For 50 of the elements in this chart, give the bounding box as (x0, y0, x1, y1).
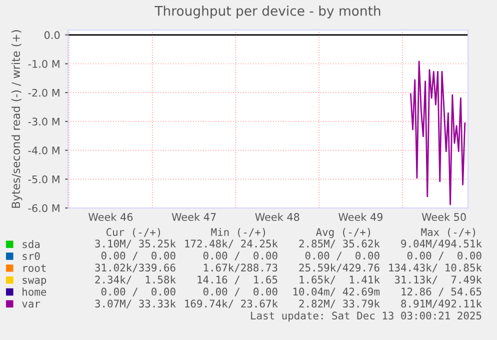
x-tick-label: Week 47 (172, 212, 216, 221)
text: 8.91M/492.11k (401, 299, 482, 308)
y-tick-label: -2.0 M (28, 88, 60, 97)
text: 0.00 / 0.00 (305, 252, 380, 260)
y-tick-label: -4.0 M (28, 146, 60, 154)
y-tick-label: -6.0 M (28, 204, 60, 212)
text: 31.02k/339.66 (95, 263, 176, 272)
legend-label: root (23, 264, 46, 272)
text: 2.82M/ 33.79k (299, 299, 380, 308)
x-tick-label: Week 49 (338, 212, 383, 221)
text: 25.59k/429.76 (299, 263, 380, 272)
legend-label: sr0 (22, 252, 40, 260)
text: Cur (-/+) (106, 228, 160, 238)
text: 12.86 / 54.65 (402, 288, 482, 296)
text: 0.00 / 0.00 (407, 252, 482, 260)
x-tick-label: Week 50 (422, 212, 466, 221)
y-tick-label: -1.0 M (28, 60, 60, 68)
text: Last update: Sat Dec 13 03:00:21 2025 (251, 311, 482, 322)
text: 0.00 / 0.00 (203, 252, 278, 260)
y-tick-label: -3.0 M (28, 118, 60, 126)
text: 134.43k/ 10.85k (389, 263, 482, 272)
text: 31.13k/ 7.49k (394, 275, 482, 284)
text: 172.48k/ 24.25k (185, 239, 278, 248)
x-tick-label: Week 46 (88, 212, 133, 221)
text: 9.04M/494.51k (401, 239, 482, 248)
text: 169.74k/ 23.67k (185, 299, 278, 308)
text: 3.10M/ 35.25k (95, 239, 176, 248)
y-tick-label: -5.0 M (28, 175, 60, 184)
text: 10.04m/ 42.69m (293, 288, 380, 296)
text: 1.67k/288.73 (204, 263, 278, 272)
y-axis-title: Bytes/second read (-) / write (+) (11, 30, 22, 208)
legend-label: home (22, 288, 46, 296)
legend-label: swap (22, 278, 46, 286)
y-tick-label: 0.0 (44, 31, 60, 40)
text: 0.00 / 0.00 (101, 288, 176, 296)
text: 2.85M/ 35.62k (299, 239, 380, 248)
text: 0.00 / 0.00 (203, 288, 278, 296)
line-series (410, 60, 466, 206)
text: Max (-/+) (421, 228, 476, 238)
text: 14.16 / 1.65 (198, 276, 278, 284)
chart-title: Throughput per device - by month (154, 6, 380, 18)
text: Avg (-/+) (316, 228, 370, 238)
text: 0.00 / 0.00 (101, 252, 176, 260)
text: 1.65k/ 1.41k (300, 275, 380, 284)
text: Min (-/+) (211, 228, 266, 238)
text: 2.34k/ 1.58k (95, 275, 176, 284)
legend-label: sda (22, 240, 40, 248)
x-tick-label: Week 48 (255, 212, 300, 221)
text: 3.07M/ 33.33k (95, 299, 176, 308)
legend-label: var (22, 302, 40, 308)
